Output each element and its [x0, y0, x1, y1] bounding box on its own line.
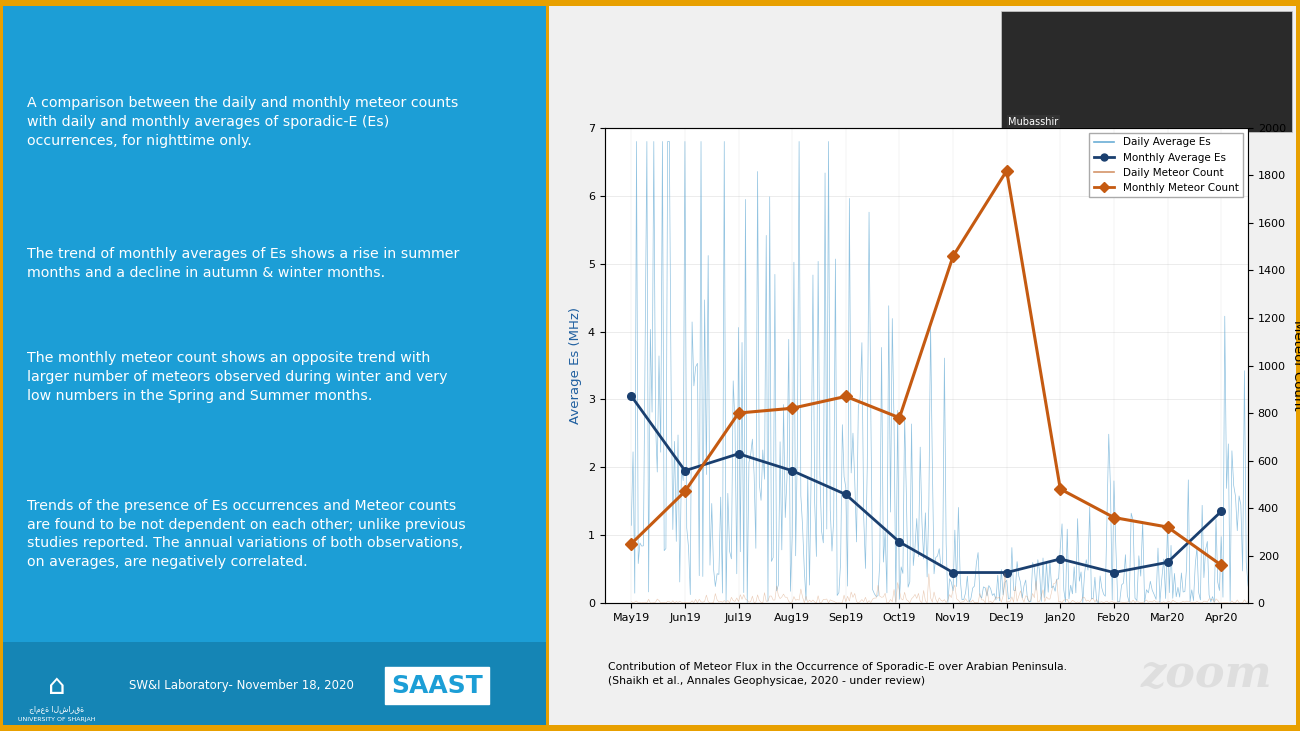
Bar: [1001, 11, 1292, 132]
Text: UNIVERSITY OF SHARJAH: UNIVERSITY OF SHARJAH: [18, 717, 96, 722]
Text: Trends of the presence of Es occurrences and Meteor counts
are found to be not d: Trends of the presence of Es occurrences…: [27, 499, 465, 569]
Y-axis label: Meteor Count: Meteor Count: [1291, 320, 1300, 411]
Text: Contribution of Meteor Flux in the Occurrence of Sporadic-E over Arabian Peninsu: Contribution of Meteor Flux in the Occur…: [608, 662, 1067, 672]
Bar: [3, 643, 546, 725]
Text: SW&I Laboratory- November 18, 2020: SW&I Laboratory- November 18, 2020: [129, 679, 354, 692]
Text: جامعة الشارقة: جامعة الشارقة: [30, 705, 84, 714]
Text: The monthly meteor count shows an opposite trend with
larger number of meteors o: The monthly meteor count shows an opposi…: [27, 351, 447, 403]
Text: SAAST: SAAST: [391, 673, 484, 697]
Text: Mubasshir: Mubasshir: [1009, 117, 1058, 126]
Text: The trend of monthly averages of Es shows a rise in summer
months and a decline : The trend of monthly averages of Es show…: [27, 247, 459, 280]
Text: (Shaikh et al., Annales Geophysicae, 2020 - under review): (Shaikh et al., Annales Geophysicae, 202…: [608, 676, 926, 686]
Text: zoom: zoom: [1140, 654, 1273, 697]
Text: ⌂: ⌂: [48, 672, 66, 700]
Legend: Daily Average Es, Monthly Average Es, Daily Meteor Count, Monthly Meteor Count: Daily Average Es, Monthly Average Es, Da…: [1089, 133, 1243, 197]
Text: A comparison between the daily and monthly meteor counts
with daily and monthly : A comparison between the daily and month…: [27, 96, 459, 148]
Y-axis label: Average Es (MHz): Average Es (MHz): [569, 307, 582, 424]
